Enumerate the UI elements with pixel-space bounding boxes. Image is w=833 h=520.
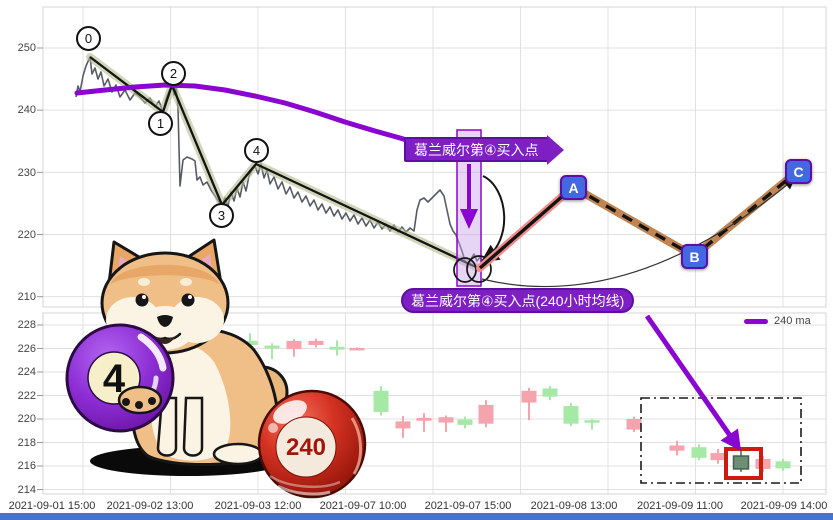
wave-point-2: 2 xyxy=(161,61,186,86)
candle xyxy=(521,387,537,421)
dashdot-focus-box xyxy=(640,397,802,484)
red-highlight-box xyxy=(724,447,763,480)
legend-item-240ma[interactable]: 240 ma xyxy=(744,315,811,327)
ytick-bottom: 222 xyxy=(17,390,36,402)
ytick-bottom: 216 xyxy=(17,460,36,472)
candle xyxy=(584,419,600,430)
ytick-top: 240 xyxy=(17,104,36,116)
candle xyxy=(329,340,345,356)
wave-point-4: 4 xyxy=(244,138,269,163)
bottom-scrollbar[interactable] xyxy=(0,513,833,520)
xtick-date: 2021-09-09 11:00 xyxy=(636,500,724,512)
candle xyxy=(710,448,726,464)
buy-point-arrow-label: 葛兰威尔第④买入点 xyxy=(404,137,549,162)
ytick-bottom: 218 xyxy=(17,437,36,449)
candle xyxy=(563,403,579,427)
ytick-bottom: 226 xyxy=(17,343,36,355)
elliott-zigzag xyxy=(86,53,482,272)
ytick-top: 210 xyxy=(17,291,36,303)
ytick-top: 230 xyxy=(17,167,36,179)
projection-path xyxy=(476,167,802,288)
wave-point-0: 0 xyxy=(76,26,101,51)
legend-label: 240 ma xyxy=(774,315,811,327)
purple-buy-arrow xyxy=(644,314,741,451)
ytick-bottom: 228 xyxy=(17,319,36,331)
candle xyxy=(478,400,494,428)
candle xyxy=(395,416,411,438)
xtick-date: 2021-09-01 15:00 xyxy=(8,500,96,512)
candle xyxy=(691,444,707,461)
candle xyxy=(626,416,642,432)
ytick-bottom: 220 xyxy=(17,413,36,425)
candle xyxy=(286,339,302,357)
candle xyxy=(373,386,389,416)
candle xyxy=(349,347,365,351)
xtick-date: 2021-09-03 12:00 xyxy=(214,500,302,512)
candle xyxy=(242,333,258,354)
candle xyxy=(438,415,454,432)
wave-point-3: 3 xyxy=(209,203,234,228)
marker-C: C xyxy=(785,159,812,184)
xtick-date: 2021-09-08 13:00 xyxy=(530,500,618,512)
candle xyxy=(416,413,432,432)
ytick-top: 250 xyxy=(17,42,36,54)
ytick-bottom: 224 xyxy=(17,366,36,378)
xtick-date: 2021-09-09 14:00 xyxy=(740,500,828,512)
wave-point-1: 1 xyxy=(148,111,173,136)
xtick-date: 2021-09-07 15:00 xyxy=(424,500,512,512)
marker-A: A xyxy=(560,175,587,200)
candle xyxy=(669,440,685,456)
candle xyxy=(264,343,280,360)
xtick-date: 2021-09-07 10:00 xyxy=(319,500,407,512)
buy-point-ma-label: 葛兰威尔第④买入点(240小时均线) xyxy=(401,288,635,313)
ma-240-line xyxy=(74,82,413,144)
ytick-top: 220 xyxy=(17,229,36,241)
candle xyxy=(457,416,473,429)
candle xyxy=(732,450,750,472)
candle xyxy=(308,338,324,348)
marker-B: B xyxy=(681,244,708,269)
ytick-bottom: 214 xyxy=(17,484,36,496)
candle xyxy=(542,386,558,401)
legend-line-swatch xyxy=(744,318,768,324)
candle xyxy=(775,458,791,471)
xtick-date: 2021-09-02 13:00 xyxy=(106,500,194,512)
